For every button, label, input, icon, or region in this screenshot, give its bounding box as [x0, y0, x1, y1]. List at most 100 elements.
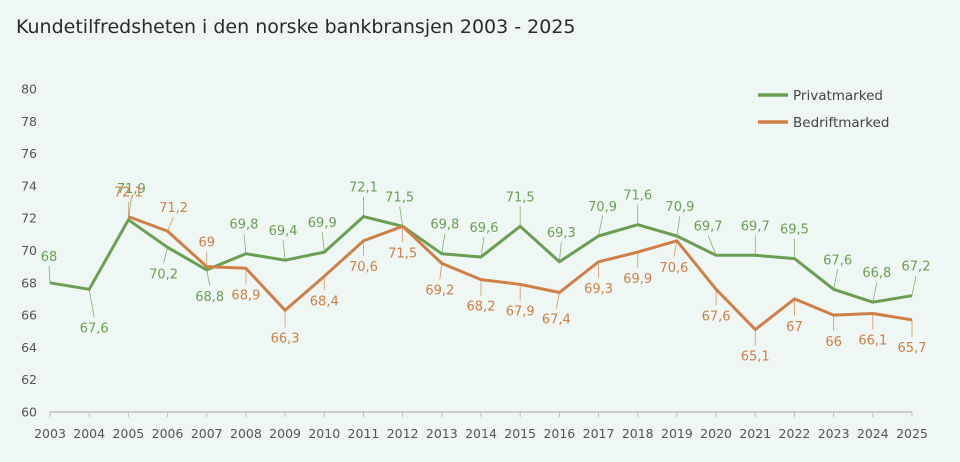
data-label: 69,8 — [229, 218, 258, 233]
y-tick-label: 64 — [21, 340, 37, 355]
data-label: 69,9 — [308, 216, 337, 231]
series-line — [49, 215, 913, 304]
y-tick-label: 72 — [21, 211, 37, 226]
x-tick-label: 2009 — [269, 426, 301, 441]
x-tick-label: 2013 — [426, 426, 458, 441]
leader-line — [833, 269, 839, 290]
legend-item-bedriftmarked: Bedriftmarked — [758, 115, 889, 131]
leader-line — [321, 232, 325, 253]
data-label: 68,8 — [195, 290, 224, 305]
data-label: 70,6 — [349, 260, 378, 275]
x-tick-label: 2008 — [230, 426, 262, 441]
x-tick-label: 2012 — [387, 426, 419, 441]
leader-line — [48, 265, 51, 283]
leader-line — [480, 236, 485, 258]
leader-line — [676, 215, 681, 237]
series-line — [127, 215, 913, 332]
y-tick-label: 70 — [21, 243, 37, 258]
data-label: 71,2 — [159, 201, 188, 216]
data-label: 70,9 — [588, 200, 617, 215]
data-label: 70,6 — [659, 261, 688, 276]
x-tick-label: 2004 — [73, 426, 105, 441]
legend-label: Bedriftmarked — [793, 115, 889, 131]
chart-title: Kundetilfredsheten i den norske bankbran… — [16, 16, 576, 38]
leader-line — [673, 240, 678, 257]
y-tick-label: 62 — [21, 372, 37, 387]
data-label: 67,4 — [542, 312, 571, 327]
leader-line — [282, 240, 286, 261]
series-bedriftmarked: 72,1 71,2 69 68,9 66,3 68,4 70,6 71,5 69,2 68,2 67… — [114, 186, 927, 365]
data-label: 68,9 — [231, 288, 260, 303]
x-tick-label: 2020 — [700, 426, 732, 441]
x-tick-label: 2024 — [857, 426, 889, 441]
x-tick-label: 2018 — [622, 426, 654, 441]
data-label: 67 — [786, 320, 803, 335]
x-tick-label: 2016 — [543, 426, 575, 441]
data-label: 70,2 — [149, 267, 178, 282]
y-tick-label: 78 — [21, 114, 37, 129]
data-label: 66 — [825, 335, 842, 350]
data-label: 72,1 — [114, 186, 143, 201]
data-label: 67,9 — [506, 304, 535, 319]
data-label: 70,9 — [665, 200, 694, 215]
x-tick-label: 2003 — [34, 426, 66, 441]
leader-line — [399, 206, 404, 227]
data-label: 69,3 — [547, 226, 576, 241]
data-label: 72,1 — [349, 181, 378, 196]
x-tick-label: 2010 — [308, 426, 340, 441]
series-privatmarked: 68 67,6 71,9 70,2 68,8 69,8 69,4 69,9 72,1 71,5 69… — [41, 181, 931, 337]
data-label: 69,3 — [584, 282, 613, 297]
leader-line — [598, 215, 603, 237]
x-tick-label: 2021 — [739, 426, 771, 441]
y-tick-label: 74 — [21, 178, 37, 193]
data-label: 65,7 — [898, 341, 927, 356]
data-label: 71,9 — [117, 182, 146, 197]
leader-line — [555, 292, 560, 309]
data-label: 68,2 — [467, 300, 496, 315]
data-label: 66,3 — [271, 331, 300, 346]
x-tick-label: 2017 — [583, 426, 615, 441]
leader-line — [707, 235, 717, 256]
data-label: 66,8 — [862, 266, 891, 281]
leader-line — [439, 263, 443, 280]
x-tick-label: 2014 — [465, 426, 497, 441]
leader-line — [167, 216, 174, 232]
y-tick-label: 66 — [21, 308, 37, 323]
x-tick-label: 2005 — [112, 426, 144, 441]
x-tick-label: 2011 — [348, 426, 380, 441]
leader-line — [872, 282, 878, 303]
data-label: 69,4 — [269, 224, 298, 239]
legend-label: Privatmarked — [793, 88, 883, 104]
data-label: 69,2 — [425, 283, 454, 298]
x-tick-label: 2007 — [191, 426, 223, 441]
data-label: 69,6 — [470, 221, 499, 236]
data-label: 71,6 — [623, 189, 652, 204]
leader-line — [163, 247, 168, 264]
leader-line — [441, 233, 446, 254]
data-label: 71,5 — [385, 190, 414, 205]
x-tick-label: 2006 — [152, 426, 184, 441]
data-label: 67,6 — [823, 253, 852, 268]
data-label: 67,6 — [80, 321, 109, 336]
data-label: 71,5 — [388, 246, 417, 261]
data-label: 68 — [41, 250, 58, 265]
x-tick-label: 2023 — [818, 426, 850, 441]
y-tick-label: 76 — [21, 146, 37, 161]
x-tick-label: 2019 — [661, 426, 693, 441]
leader-line — [243, 233, 247, 254]
data-label: 67,2 — [902, 260, 931, 275]
leader-line — [88, 289, 95, 318]
data-label: 65,1 — [741, 350, 770, 365]
data-label: 69 — [198, 236, 215, 251]
data-label: 68,4 — [310, 294, 339, 309]
data-label: 71,5 — [506, 190, 535, 205]
data-label: 69,9 — [623, 272, 652, 287]
data-label: 69,7 — [741, 219, 770, 234]
data-label: 69,7 — [694, 219, 723, 234]
data-label: 67,6 — [702, 309, 731, 324]
data-label: 69,5 — [780, 223, 809, 238]
leader-line — [911, 275, 917, 296]
leader-line — [206, 269, 211, 286]
